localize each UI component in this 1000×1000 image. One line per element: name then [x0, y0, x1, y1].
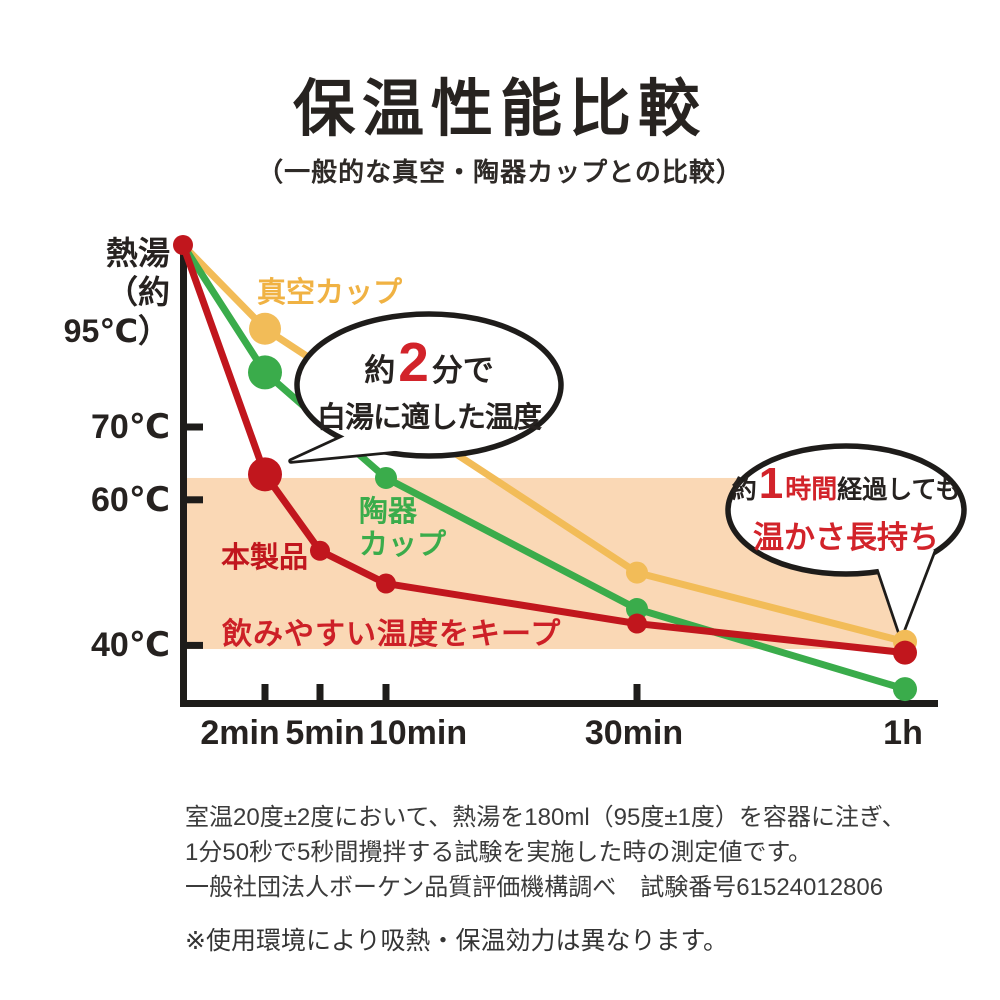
y-tick-label-70: 70℃ [91, 408, 170, 446]
y-tick-label-40: 40℃ [91, 626, 170, 664]
page-title: 保温性能比較 [292, 75, 707, 144]
y-axis-line [180, 243, 187, 707]
data-dot-series0-t2 [249, 312, 281, 345]
speech-bubble-2min: 約 2 分で 白湯に適した温度 [300, 333, 558, 437]
bubble-1hour-number: 1 [758, 458, 784, 508]
bubble-2min-line1: 約 2 分で [364, 330, 494, 393]
data-dot-series2-t60 [893, 640, 917, 665]
data-dot-series1-t2 [248, 355, 282, 390]
data-dot-series1-t10 [375, 466, 397, 489]
data-dot-series2-t10 [376, 573, 396, 594]
series-label-vacuum-cup: 真空カップ [257, 277, 403, 309]
drinkable-band-label: 飲みやすい温度をキープ [222, 618, 562, 651]
y-axis-top-label: 熱湯 （約95℃） [63, 235, 170, 349]
bubble-1hour-unit: 時間 [785, 473, 838, 504]
series-label-ceramic-cup: 陶器 カップ [359, 496, 447, 561]
data-dot-series2-t2 [248, 457, 282, 492]
x-tick-mark [316, 684, 324, 700]
bubble-2min-suffix: 分で [431, 352, 494, 388]
x-axis-line [180, 700, 938, 707]
bubble-1hour-prefix: 約 [731, 475, 757, 504]
bubble-1hour-tail-fill [874, 550, 934, 636]
bubble-1hour-suffix: 経過しても [837, 475, 961, 504]
x-tick-label-2min: 2min [200, 714, 280, 752]
bubble-2min-ellipse [294, 311, 564, 459]
bubble-2min-tail-fill [291, 433, 404, 461]
bubble-2min-line2: 白湯に適した温度 [316, 401, 542, 434]
data-dot-series2-t30 [627, 613, 647, 634]
y-tick-label-60: 60℃ [91, 481, 170, 519]
data-dot-series1-t60 [893, 677, 917, 702]
x-tick-label-1h: 1h [883, 714, 923, 752]
x-tick-label-30min: 30min [584, 714, 684, 752]
y-tick-mark [187, 496, 203, 504]
speech-bubble-1hour: 約 1 時間 経過しても 温かさ長持ち [730, 458, 962, 555]
bubble-1hour-ellipse [725, 443, 967, 577]
x-tick-mark [261, 684, 269, 700]
data-dot-series1-t30 [626, 598, 648, 620]
bubble-2min-number: 2 [398, 330, 429, 393]
bubble-1hour-line2: 温かさ長持ち [753, 519, 939, 555]
disclaimer-note: ※使用環境により吸熱・保温効力は異なります。 [185, 927, 728, 955]
series-label-this-product: 本製品 [221, 542, 309, 574]
chart-subtitle: （一般的な真空・陶器カップとの比較） [257, 157, 743, 187]
data-dot-series0-t30 [626, 561, 648, 584]
x-tick-label-10min: 10min [368, 714, 468, 752]
x-tick-mark [382, 684, 390, 700]
y-tick-mark [187, 423, 203, 431]
x-tick-label-5min: 5min [285, 714, 365, 752]
data-dot-series2-t0 [173, 235, 193, 255]
data-dot-series2-t5 [310, 540, 330, 561]
bubble-2min-prefix: 約 [364, 352, 396, 388]
y-tick-mark [187, 641, 203, 649]
test-conditions-text: 室温20度±2度において、熱湯を180ml（95度±1度）を容器に注ぎ、 1分5… [185, 804, 906, 901]
series-line-2 [179, 243, 906, 657]
x-tick-mark [633, 684, 641, 700]
bubble-1hour-line1: 約 1 時間 経過しても [731, 458, 961, 508]
